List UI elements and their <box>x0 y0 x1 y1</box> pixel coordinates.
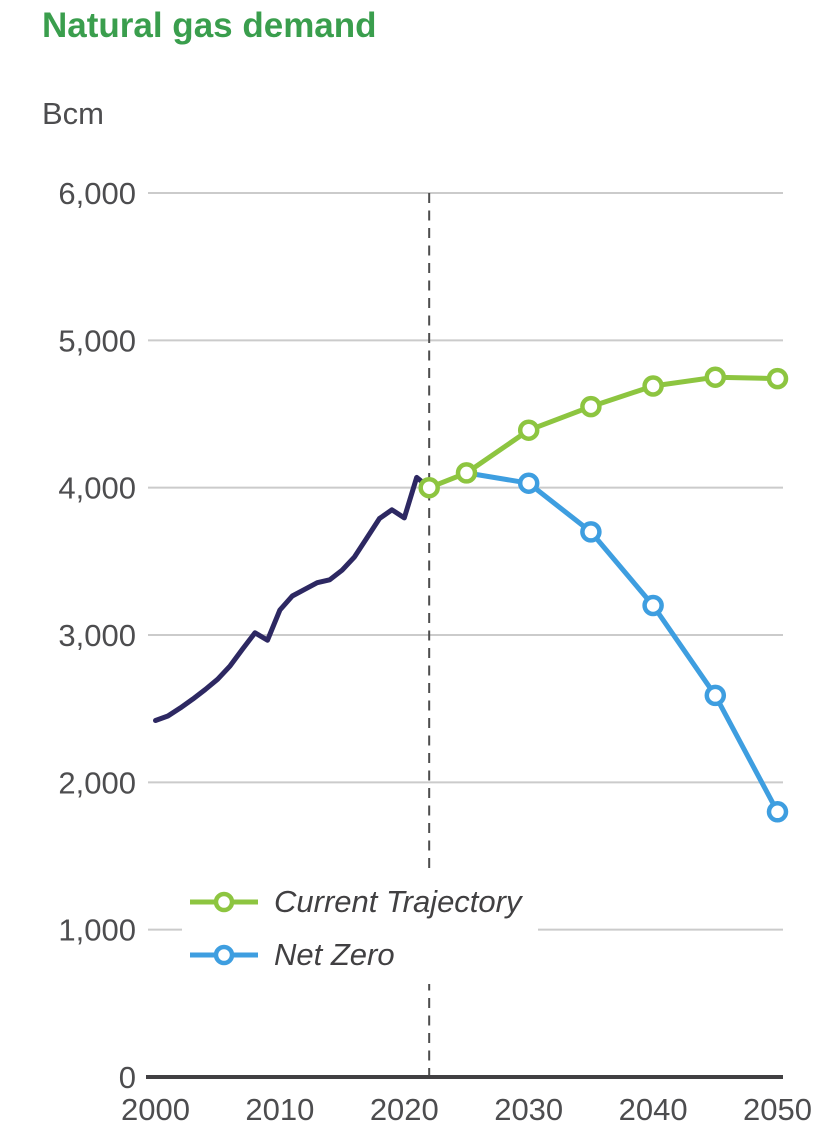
data-point-marker <box>517 472 540 494</box>
y-tick-label: 2,000 <box>58 765 136 800</box>
data-point-marker <box>580 395 602 418</box>
data-point-marker <box>766 801 789 823</box>
data-point-marker <box>704 684 727 707</box>
x-tick-label: 2010 <box>245 1092 314 1127</box>
legend-item-current-trajectory: Current Trajectory <box>188 876 522 927</box>
series-current-trajectory-markers <box>418 366 789 499</box>
legend: Current Trajectory Net Zero <box>182 872 538 984</box>
data-point-marker <box>580 521 602 543</box>
y-tick-label: 0 <box>119 1060 136 1095</box>
net-zero-line-swatch-icon <box>190 944 258 965</box>
legend-label-net-zero: Net Zero <box>274 936 395 972</box>
x-tick-label: 2050 <box>743 1092 812 1127</box>
x-tick-label: 2040 <box>619 1092 688 1127</box>
data-point-marker <box>517 419 540 441</box>
y-tick-label: 6,000 <box>58 176 136 211</box>
data-point-marker <box>704 366 727 388</box>
data-point-marker <box>418 476 440 499</box>
y-tick-label: 4,000 <box>58 471 136 506</box>
data-point-marker <box>455 462 478 484</box>
series-net-zero-line <box>464 470 780 815</box>
series-history-line <box>153 474 432 723</box>
y-axis-labels: 0 1,000 2,000 3,000 4,000 5,000 6,000 <box>58 176 136 1095</box>
current-trajectory-line-swatch-icon <box>190 891 258 912</box>
legend-item-net-zero: Net Zero <box>188 929 522 980</box>
y-tick-label: 3,000 <box>58 618 136 653</box>
data-point-marker <box>642 594 664 617</box>
x-tick-label: 2000 <box>121 1092 190 1127</box>
y-axis-unit-label: Bcm <box>42 96 104 131</box>
y-tick-label: 5,000 <box>58 323 136 358</box>
data-point-marker <box>642 375 664 397</box>
y-tick-label: 1,000 <box>58 913 136 948</box>
series-current-trajectory-line <box>426 374 780 491</box>
x-tick-label: 2020 <box>370 1092 439 1127</box>
data-point-marker <box>766 367 789 390</box>
gridlines <box>148 192 783 931</box>
x-axis-labels: 2000 2010 2020 2030 2040 2050 <box>121 1092 812 1127</box>
x-tick-label: 2030 <box>494 1092 563 1127</box>
legend-label-current-trajectory: Current Trajectory <box>274 883 522 919</box>
chart-title: Natural gas demand <box>42 6 377 45</box>
series-net-zero-markers <box>517 472 789 823</box>
